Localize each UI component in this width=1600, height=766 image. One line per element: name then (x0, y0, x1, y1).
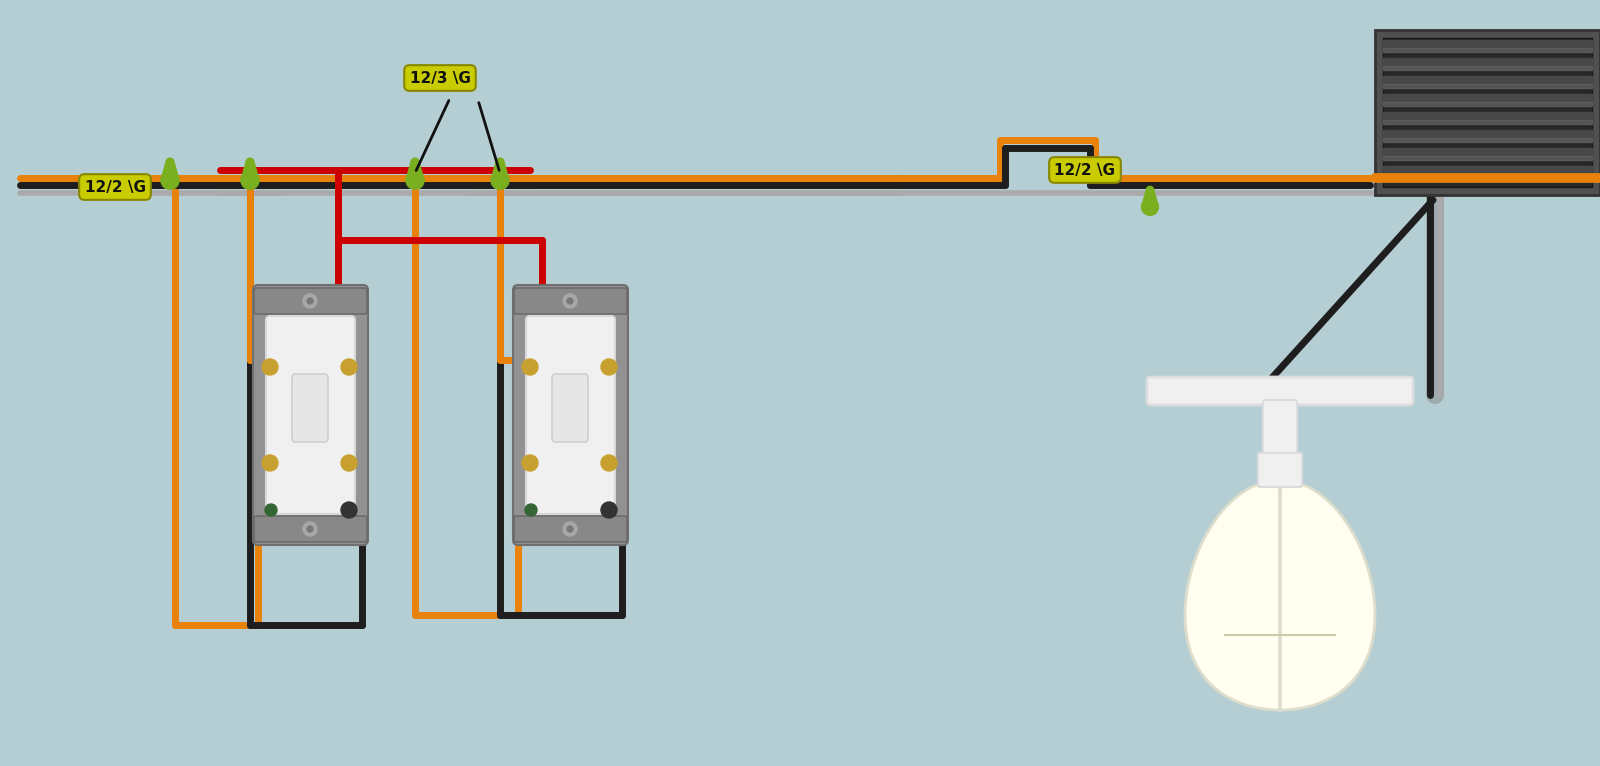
FancyBboxPatch shape (254, 288, 366, 314)
Circle shape (1141, 198, 1158, 215)
Circle shape (491, 171, 509, 189)
Circle shape (307, 526, 314, 532)
FancyBboxPatch shape (293, 374, 328, 442)
FancyBboxPatch shape (1147, 377, 1413, 405)
Circle shape (341, 455, 357, 471)
Circle shape (522, 359, 538, 375)
Circle shape (266, 504, 277, 516)
FancyBboxPatch shape (1262, 400, 1298, 464)
Circle shape (262, 359, 278, 375)
Circle shape (411, 158, 419, 166)
Circle shape (525, 504, 538, 516)
FancyBboxPatch shape (514, 285, 629, 545)
Circle shape (563, 522, 578, 536)
Circle shape (302, 294, 317, 308)
Circle shape (246, 158, 254, 166)
Circle shape (341, 359, 357, 375)
Circle shape (602, 502, 618, 518)
Circle shape (262, 455, 278, 471)
Circle shape (302, 522, 317, 536)
Circle shape (242, 171, 259, 189)
FancyBboxPatch shape (514, 288, 627, 314)
Polygon shape (491, 162, 509, 180)
FancyBboxPatch shape (552, 374, 589, 442)
Circle shape (496, 158, 504, 166)
Text: 12/2 \G: 12/2 \G (85, 179, 146, 195)
Circle shape (307, 298, 314, 304)
Circle shape (1146, 186, 1154, 194)
FancyBboxPatch shape (253, 285, 368, 545)
Circle shape (602, 455, 618, 471)
Circle shape (602, 359, 618, 375)
Circle shape (341, 502, 357, 518)
Circle shape (166, 158, 174, 166)
FancyBboxPatch shape (526, 316, 614, 514)
Circle shape (563, 294, 578, 308)
Circle shape (522, 455, 538, 471)
FancyBboxPatch shape (1258, 453, 1302, 487)
Circle shape (566, 526, 573, 532)
Text: 12/2 \G: 12/2 \G (1054, 162, 1115, 178)
Circle shape (162, 171, 179, 189)
FancyBboxPatch shape (1374, 30, 1600, 195)
Polygon shape (1186, 485, 1374, 710)
Circle shape (406, 171, 424, 189)
Circle shape (566, 298, 573, 304)
Polygon shape (1141, 190, 1158, 207)
FancyBboxPatch shape (1382, 38, 1592, 187)
FancyBboxPatch shape (266, 316, 355, 514)
FancyBboxPatch shape (254, 516, 366, 542)
Polygon shape (242, 162, 259, 180)
FancyBboxPatch shape (514, 516, 627, 542)
Polygon shape (406, 162, 424, 180)
Text: 12/3 \G: 12/3 \G (410, 70, 470, 86)
Polygon shape (162, 162, 179, 180)
